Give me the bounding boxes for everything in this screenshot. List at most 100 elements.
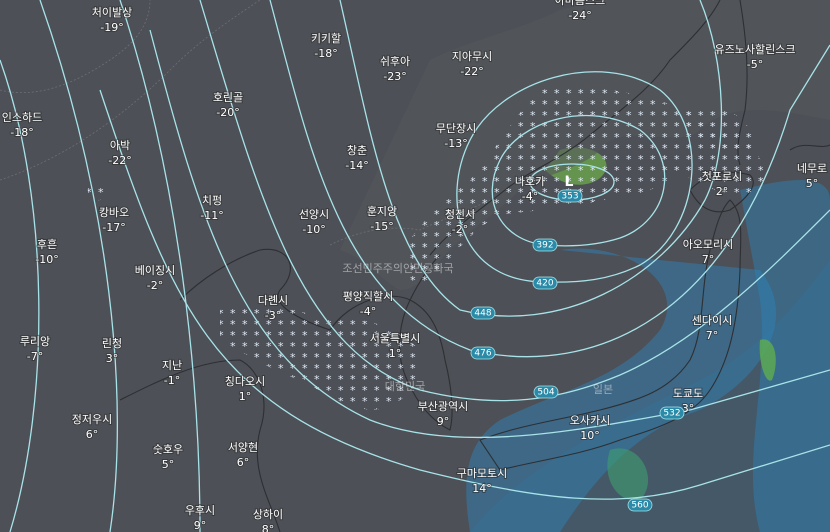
place-name: 아박 [110,139,130,152]
place-temp: -1° [164,374,180,387]
place-name: 치펑 [202,194,222,207]
place-name: 네무로 [797,162,827,175]
place-name: 베이징시 [135,264,175,277]
place-temp: 7° [702,253,715,266]
place-temp: 9° [437,415,450,428]
place-temp: -18° [10,126,33,139]
place-temp: 5° [162,458,175,471]
contour-label: 504 [537,388,554,398]
place-name: 센다이시 [692,314,732,327]
contour-label: 392 [536,241,553,251]
contour-label: 353 [561,192,578,202]
place-temp: -2° [452,223,468,236]
contour-label-box [533,385,559,399]
place-name: 우후시 [185,504,215,517]
contour-label: 420 [536,279,553,289]
place-temp: -20° [216,106,239,119]
place-name: 지난 [162,359,182,372]
place-temp: -11° [200,209,223,222]
place-name: 훈지앙 [367,205,397,218]
place-temp: -14° [345,159,368,172]
place-name: 숫호우 [153,443,183,456]
contour-label: 560 [631,501,648,511]
place-temp: -4° [522,190,538,203]
place-temp: -15° [370,220,393,233]
place-temp: -23° [383,70,406,83]
place-temp: 3° [682,402,695,415]
place-temp: -3° [265,309,281,322]
place-temp: -10° [35,253,58,266]
place-temp: -18° [314,47,337,60]
place-temp: 2° [716,185,729,198]
place-temp: -22° [460,65,483,78]
place-temp: 1° [389,347,402,360]
place-name: 창춘 [347,144,367,157]
low-pressure-marker: L [565,174,574,190]
place-temp: 6° [237,456,250,469]
place-temp: -22° [108,154,131,167]
place-name: 키키할 [311,32,341,45]
place-name: 다롄시 [258,294,288,307]
place-name: 아마음스크 [555,0,606,7]
place-temp: 7° [706,329,719,342]
place-temp: 9° [194,519,207,532]
place-temp: -4° [360,305,376,318]
place-name: 호린골 [213,91,243,104]
contour-label-box [627,498,653,512]
contour-label-box [557,189,583,203]
place-name: 청진시 [445,208,475,221]
place-temp: 3° [106,352,119,365]
contour-label-box [470,346,496,360]
place-name: 부산광역시 [418,400,469,413]
place-temp: -2° [147,279,163,292]
place-name: 선양시 [299,208,329,221]
place-temp: 10° [580,429,600,442]
place-temp: 5° [806,177,819,190]
place-name: 루리앙 [20,335,50,348]
place-temp: 14° [472,482,492,495]
place-name: 첫포로시 [702,170,742,183]
place-temp: 1° [239,390,252,403]
place-temp: 8° [262,523,275,532]
place-name: 쉬후아 [380,55,410,68]
contour-label-box [659,406,685,420]
place-name: 평양직할시 [343,290,394,303]
region-name: 조선민주주의인민공화국 [342,262,453,275]
place-name: 인스하드 [2,110,42,124]
place-temp: -7° [27,350,43,363]
region-name: 대한민국 [385,380,425,393]
place-name: 무단장시 [436,122,476,135]
contour-label-box [532,276,558,290]
place-name: 칭다오시 [225,375,265,388]
place-name: 서울특별시 [370,332,421,345]
contour-label-box [532,238,558,252]
place-temp: -19° [100,21,123,34]
place-name: 오사카시 [570,414,610,427]
place-name: 아오모리시 [683,238,734,251]
contour-label-box [470,306,496,320]
place-temp: -10° [302,223,325,236]
place-name: 유즈노사할린스크 [715,43,796,56]
place-name: 상하이 [253,507,283,521]
contour-label: 448 [474,309,491,319]
place-name: 나호카 [515,175,545,188]
place-temp: 6° [86,428,99,441]
contour-label: 476 [474,349,491,359]
place-temp: -13° [444,137,467,150]
place-temp: -5° [747,58,763,71]
place-temp: -17° [102,221,125,234]
place-name: 구마모토시 [457,467,508,480]
place-name: 후흔 [37,238,57,251]
place-name: 정저우시 [72,413,112,426]
place-name: 캉바오 [99,206,129,219]
place-name: 지아무시 [452,50,492,63]
place-name: 처이발상 [92,6,132,19]
place-name: 도쿄도 [673,387,703,400]
place-name: 린청 [102,337,122,350]
place-name: 서양현 [228,441,258,454]
contour-label: 532 [663,409,680,419]
region-name: 일본 [593,382,613,396]
